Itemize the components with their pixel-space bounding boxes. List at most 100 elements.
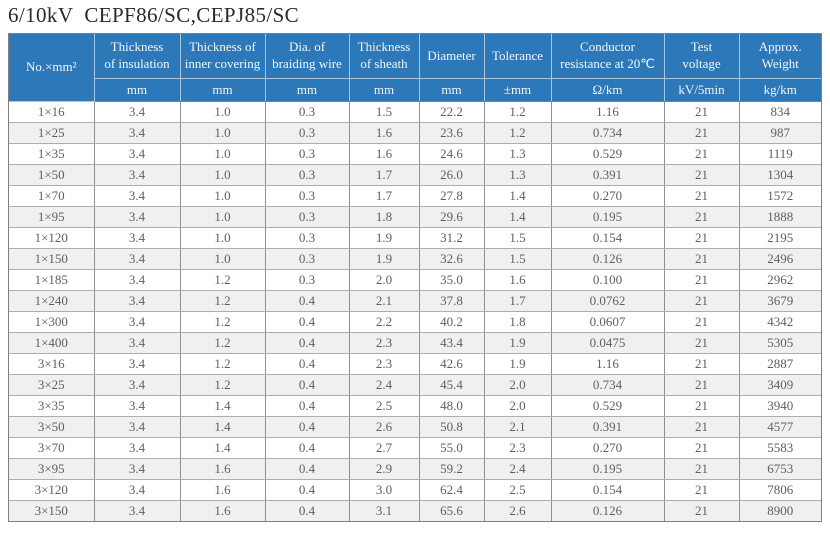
- cell-diameter: 29.6: [419, 206, 485, 228]
- cell-insulation_thickness: 3.4: [94, 458, 181, 480]
- cell-size: 1×185: [9, 269, 95, 291]
- cell-tolerance: 2.0: [484, 395, 552, 417]
- cell-braiding_wire_dia: 0.4: [265, 479, 350, 501]
- cell-inner_covering_thickness: 1.4: [180, 437, 266, 459]
- cell-diameter: 24.6: [419, 143, 485, 165]
- column-unit-approx_weight: kg/km: [739, 78, 821, 102]
- table-row: 1×16 3.4 1.0 0.3 1.5 22.2 1.2 1.16 21 834: [9, 101, 821, 123]
- cell-diameter: 55.0: [419, 437, 485, 459]
- cell-braiding_wire_dia: 0.3: [265, 227, 350, 249]
- cell-test_voltage: 21: [664, 479, 740, 501]
- table-row: 1×35 3.4 1.0 0.3 1.6 24.6 1.3 0.529 21 1119: [9, 143, 821, 165]
- cell-approx_weight: 834: [739, 101, 821, 123]
- cell-insulation_thickness: 3.4: [94, 479, 181, 501]
- cell-conductor_resistance: 0.195: [551, 206, 665, 228]
- cell-insulation_thickness: 3.4: [94, 101, 181, 123]
- cell-sheath_thickness: 3.1: [349, 500, 420, 521]
- cell-diameter: 62.4: [419, 479, 485, 501]
- cell-sheath_thickness: 1.9: [349, 248, 420, 270]
- cable-spec-table: No.×mm² Thickness of insulation Thickness …: [9, 34, 821, 521]
- cell-braiding_wire_dia: 0.4: [265, 332, 350, 354]
- cell-diameter: 23.6: [419, 122, 485, 144]
- cell-approx_weight: 1119: [739, 143, 821, 165]
- cell-test_voltage: 21: [664, 395, 740, 417]
- cell-approx_weight: 1304: [739, 164, 821, 186]
- cell-tolerance: 1.4: [484, 206, 552, 228]
- cell-conductor_resistance: 0.391: [551, 416, 665, 438]
- cell-braiding_wire_dia: 0.4: [265, 500, 350, 521]
- cell-size: 3×50: [9, 416, 95, 438]
- table-row: 3×70 3.4 1.4 0.4 2.7 55.0 2.3 0.270 21 5583: [9, 437, 821, 459]
- column-header-conductor_resistance: Conductor resistance at 20℃: [551, 34, 665, 79]
- cell-conductor_resistance: 0.0762: [551, 290, 665, 312]
- cell-approx_weight: 1572: [739, 185, 821, 207]
- cell-test_voltage: 21: [664, 164, 740, 186]
- header-label-row: No.×mm² Thickness of insulation Thickness …: [9, 34, 821, 102]
- cell-conductor_resistance: 0.0607: [551, 311, 665, 333]
- cell-sheath_thickness: 2.4: [349, 374, 420, 396]
- cell-approx_weight: 2195: [739, 227, 821, 249]
- cell-sheath_thickness: 2.3: [349, 353, 420, 375]
- table-row: 3×25 3.4 1.2 0.4 2.4 45.4 2.0 0.734 21 3409: [9, 374, 821, 396]
- cell-insulation_thickness: 3.4: [94, 185, 181, 207]
- cell-size: 3×120: [9, 479, 95, 501]
- page-title: 6/10kV CEPF86/SC,CEPJ85/SC: [8, 3, 300, 27]
- table-row: 1×95 3.4 1.0 0.3 1.8 29.6 1.4 0.195 21 1888: [9, 206, 821, 228]
- cell-insulation_thickness: 3.4: [94, 374, 181, 396]
- cell-size: 1×70: [9, 185, 95, 207]
- cell-inner_covering_thickness: 1.0: [180, 248, 266, 270]
- cell-conductor_resistance: 0.100: [551, 269, 665, 291]
- cell-insulation_thickness: 3.4: [94, 122, 181, 144]
- cell-insulation_thickness: 3.4: [94, 248, 181, 270]
- cell-tolerance: 1.9: [484, 332, 552, 354]
- cell-conductor_resistance: 0.529: [551, 395, 665, 417]
- cell-tolerance: 1.6: [484, 269, 552, 291]
- cell-conductor_resistance: 0.529: [551, 143, 665, 165]
- cell-approx_weight: 5305: [739, 332, 821, 354]
- cell-diameter: 65.6: [419, 500, 485, 521]
- cell-sheath_thickness: 1.5: [349, 101, 420, 123]
- cell-size: 1×120: [9, 227, 95, 249]
- cell-insulation_thickness: 3.4: [94, 206, 181, 228]
- cell-size: 1×400: [9, 332, 95, 354]
- cell-sheath_thickness: 2.2: [349, 311, 420, 333]
- cell-sheath_thickness: 1.8: [349, 206, 420, 228]
- cell-test_voltage: 21: [664, 374, 740, 396]
- cell-tolerance: 2.0: [484, 374, 552, 396]
- cell-size: 3×95: [9, 458, 95, 480]
- cell-conductor_resistance: 0.734: [551, 374, 665, 396]
- cell-test_voltage: 21: [664, 206, 740, 228]
- table-row: 1×240 3.4 1.2 0.4 2.1 37.8 1.7 0.0762 21 3679: [9, 290, 821, 312]
- cell-inner_covering_thickness: 1.0: [180, 122, 266, 144]
- cell-inner_covering_thickness: 1.6: [180, 500, 266, 521]
- cell-sheath_thickness: 2.7: [349, 437, 420, 459]
- cell-tolerance: 1.5: [484, 248, 552, 270]
- cell-size: 3×25: [9, 374, 95, 396]
- cell-diameter: 45.4: [419, 374, 485, 396]
- cell-sheath_thickness: 1.7: [349, 185, 420, 207]
- cell-insulation_thickness: 3.4: [94, 311, 181, 333]
- cell-insulation_thickness: 3.4: [94, 227, 181, 249]
- cell-test_voltage: 21: [664, 437, 740, 459]
- cell-diameter: 40.2: [419, 311, 485, 333]
- cell-test_voltage: 21: [664, 500, 740, 521]
- column-unit-insulation_thickness: mm: [94, 78, 181, 102]
- cell-inner_covering_thickness: 1.2: [180, 311, 266, 333]
- cell-diameter: 50.8: [419, 416, 485, 438]
- table-row: 1×185 3.4 1.2 0.3 2.0 35.0 1.6 0.100 21 2962: [9, 269, 821, 291]
- cell-test_voltage: 21: [664, 290, 740, 312]
- cell-sheath_thickness: 3.0: [349, 479, 420, 501]
- column-header-approx_weight: Approx. Weight: [739, 34, 821, 79]
- cell-diameter: 22.2: [419, 101, 485, 123]
- cell-sheath_thickness: 1.6: [349, 122, 420, 144]
- cell-tolerance: 2.3: [484, 437, 552, 459]
- cell-size: 1×50: [9, 164, 95, 186]
- column-header-diameter: Diameter: [419, 34, 485, 79]
- cell-tolerance: 2.1: [484, 416, 552, 438]
- cell-conductor_resistance: 0.270: [551, 437, 665, 459]
- cell-braiding_wire_dia: 0.3: [265, 122, 350, 144]
- cell-size: 3×150: [9, 500, 95, 521]
- cell-diameter: 32.6: [419, 248, 485, 270]
- cell-sheath_thickness: 2.0: [349, 269, 420, 291]
